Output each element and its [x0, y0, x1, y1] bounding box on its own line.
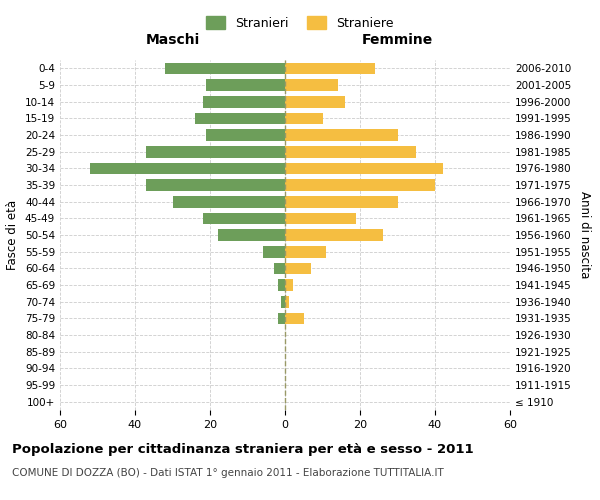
Bar — [285, 112, 323, 124]
Bar — [285, 279, 293, 291]
Text: Popolazione per cittadinanza straniera per età e sesso - 2011: Popolazione per cittadinanza straniera p… — [12, 442, 473, 456]
Bar — [285, 79, 337, 91]
Text: Femmine: Femmine — [362, 32, 433, 46]
Bar — [285, 262, 311, 274]
Y-axis label: Anni di nascita: Anni di nascita — [578, 192, 591, 278]
Bar — [195, 112, 285, 124]
Bar — [218, 229, 285, 241]
Legend: Stranieri, Straniere: Stranieri, Straniere — [202, 11, 398, 35]
Bar — [203, 96, 285, 108]
Bar — [285, 229, 383, 241]
Bar — [173, 196, 285, 207]
Bar — [285, 212, 356, 224]
Bar — [285, 96, 345, 108]
Bar — [285, 246, 326, 258]
Bar — [263, 246, 285, 258]
Bar — [165, 62, 285, 74]
Bar — [274, 262, 285, 274]
Bar — [90, 162, 285, 174]
Bar — [277, 312, 285, 324]
Bar — [285, 129, 398, 141]
Y-axis label: Fasce di età: Fasce di età — [7, 200, 19, 270]
Text: COMUNE DI DOZZA (BO) - Dati ISTAT 1° gennaio 2011 - Elaborazione TUTTITALIA.IT: COMUNE DI DOZZA (BO) - Dati ISTAT 1° gen… — [12, 468, 444, 477]
Bar — [277, 279, 285, 291]
Bar — [285, 62, 375, 74]
Bar — [285, 146, 416, 158]
Bar — [281, 296, 285, 308]
Bar — [285, 162, 443, 174]
Bar — [285, 179, 435, 191]
Text: Maschi: Maschi — [145, 32, 200, 46]
Bar — [203, 212, 285, 224]
Bar — [206, 129, 285, 141]
Bar — [285, 312, 304, 324]
Bar — [285, 296, 289, 308]
Bar — [206, 79, 285, 91]
Bar — [146, 179, 285, 191]
Bar — [146, 146, 285, 158]
Bar — [285, 196, 398, 207]
